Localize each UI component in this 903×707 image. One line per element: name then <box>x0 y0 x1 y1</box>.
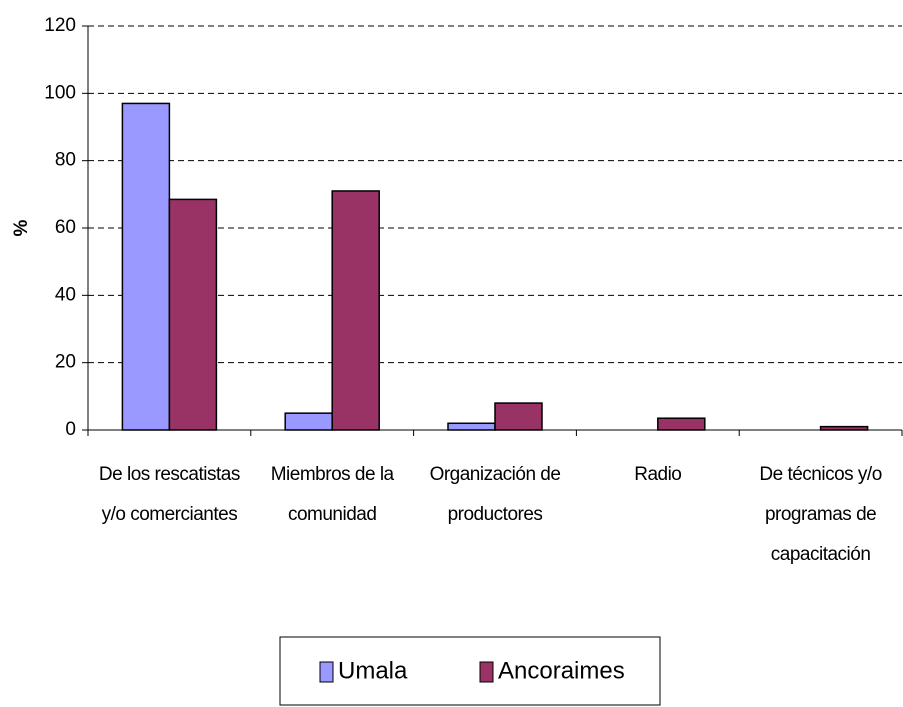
bar <box>284 412 333 431</box>
y-tick-label: 120 <box>44 15 76 36</box>
y-tick-label: 0 <box>65 419 76 440</box>
x-tick-label: De los rescatistas y/o comerciantes <box>98 464 240 525</box>
bar <box>494 402 543 431</box>
y-axis-label: % <box>11 219 32 236</box>
legend-label: Umala <box>338 657 408 684</box>
bar <box>121 102 171 431</box>
x-tick-label: De técnicos y/o programas de capacitació… <box>759 464 882 565</box>
x-tick-label: Radio <box>634 464 682 485</box>
x-tick-label: Organización de productores <box>429 464 561 525</box>
legend-label: Ancoraimes <box>498 657 625 684</box>
x-tick-label-box: Miembros de la comunidad <box>270 464 394 525</box>
x-tick-label-box: De técnicos y/o programas de capacitació… <box>759 464 882 565</box>
bar <box>657 417 706 431</box>
legend-swatch <box>319 661 334 683</box>
y-tick-label: 20 <box>55 352 76 373</box>
bar <box>447 422 496 431</box>
x-tick-label-box: Organización de productores <box>429 464 561 525</box>
legend-box <box>279 636 661 706</box>
bar <box>168 198 218 431</box>
y-tick-label: 80 <box>55 150 76 171</box>
x-tick-label-box: Radio <box>634 464 682 485</box>
y-tick-label: 60 <box>55 217 76 238</box>
y-tick-label: 100 <box>44 82 76 103</box>
legend-swatch <box>479 661 494 683</box>
bar <box>331 190 380 431</box>
x-tick-label: Miembros de la comunidad <box>270 464 394 525</box>
bar <box>819 425 869 431</box>
y-tick-label: 40 <box>55 284 76 305</box>
x-tick-label-box: De los rescatistas y/o comerciantes <box>98 464 240 525</box>
